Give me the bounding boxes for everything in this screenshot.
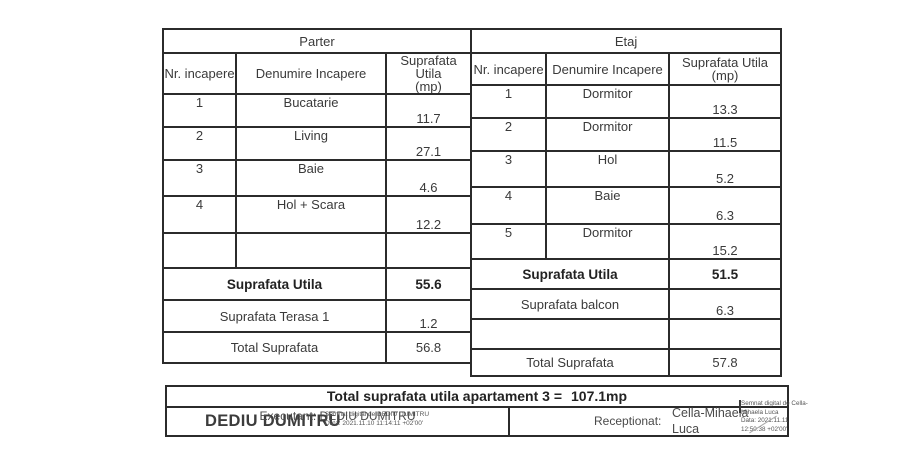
executant-cell: DEDIU DUMITRU Executant: DEDIU DUMITRU S… <box>167 408 510 435</box>
executant-label: Executant: DEDIU DUMITRU <box>259 409 416 423</box>
summary-value: 6.3 <box>667 288 783 320</box>
table-row: 5 Dormitor 15.2 <box>470 223 783 260</box>
table-row: 1 Bucatarie 11.7 <box>162 93 472 128</box>
cell-room-area <box>385 232 472 269</box>
cell-room-area: 13.3 <box>667 84 783 119</box>
parter-title: Parter <box>162 28 472 54</box>
table-row: 3 Baie 4.6 <box>162 159 472 197</box>
column-header-nr: Nr. incapere <box>162 52 237 95</box>
summary-value: 57.8 <box>667 348 783 377</box>
grand-total-label: Total suprafata utila apartament 3 = <box>326 388 563 404</box>
summary-row: Suprafata Utila 55.6 <box>162 267 472 301</box>
executant-digital-stamp-details: Semnat digital de DEDIU DUMITRU Data: 20… <box>325 411 430 427</box>
cell-room-area: 11.5 <box>667 117 783 152</box>
cell-room-area: 27.1 <box>385 126 472 161</box>
summary-label <box>470 318 670 350</box>
cell-room-nr: 3 <box>470 150 547 188</box>
cell-room-name: Baie <box>235 159 387 197</box>
cell-room-area: 4.6 <box>385 159 472 197</box>
cell-room-name: Baie <box>545 186 670 225</box>
summary-value: 51.5 <box>667 258 783 290</box>
table-row: Parter <box>162 28 472 54</box>
table-row: Nr. incapere Denumire Incapere Suprafata… <box>470 52 783 86</box>
cell-room-nr: 2 <box>162 126 237 161</box>
receptionat-label: Receptionat: <box>594 414 662 428</box>
table-row: Nr. incapere Denumire Incapere Suprafata… <box>162 52 472 95</box>
column-header-nr: Nr. incapere <box>470 52 547 86</box>
receptionat-digital-stamp-details: Semnat digital de Cella- Mihaela Luca Da… <box>741 400 808 433</box>
cell-room-area: 12.2 <box>385 195 472 234</box>
cell-room-name: Dormitor <box>545 84 670 119</box>
cell-room-nr: 3 <box>162 159 237 197</box>
summary-row: Suprafata balcon 6.3 <box>470 288 783 320</box>
grand-total-value: 107.1mp <box>571 388 628 404</box>
cell-room-nr: 1 <box>162 93 237 128</box>
summary-value <box>667 318 783 350</box>
column-header-area: Suprafata Utila (mp) <box>385 52 472 95</box>
cell-room-name: Hol + Scara <box>235 195 387 234</box>
table-row: 4 Hol + Scara 12.2 <box>162 195 472 234</box>
cell-room-name: Dormitor <box>545 223 670 260</box>
column-header-name: Denumire Incapere <box>235 52 387 95</box>
table-row: 2 Dormitor 11.5 <box>470 117 783 152</box>
parter-table: Parter Nr. incapere Denumire Incapere Su… <box>162 28 472 364</box>
column-header-area: Suprafata Utila (mp) <box>667 52 783 86</box>
executant-digital-stamp-name: DEDIU DUMITRU <box>205 412 341 430</box>
cell-room-nr: 4 <box>162 195 237 234</box>
cell-room-nr: 5 <box>470 223 547 260</box>
table-row: 4 Baie 6.3 <box>470 186 783 225</box>
table-row: 1 Dormitor 13.3 <box>470 84 783 119</box>
cell-room-nr: 2 <box>470 117 547 152</box>
summary-value: 56.8 <box>385 331 472 364</box>
summary-label: Total Suprafata <box>162 331 387 364</box>
receptionat-name: Cella-Mihaela Luca <box>672 406 749 436</box>
grand-total-row: Total suprafata utila apartament 3 = 107.… <box>167 387 787 408</box>
summary-row: Total Suprafata 57.8 <box>470 348 783 377</box>
cell-room-area: 11.7 <box>385 93 472 128</box>
signature-row: DEDIU DUMITRU Executant: DEDIU DUMITRU S… <box>167 400 808 436</box>
cell-room-area: 6.3 <box>667 186 783 225</box>
cell-room-nr: 4 <box>470 186 547 225</box>
table-row <box>162 232 472 269</box>
summary-row: Suprafata Utila 51.5 <box>470 258 783 290</box>
column-header-name: Denumire Incapere <box>545 52 670 86</box>
stamp-border-mark <box>739 400 741 413</box>
summary-value: 55.6 <box>385 267 472 301</box>
etaj-table: Etaj Nr. incapere Denumire Incapere Supr… <box>469 28 783 377</box>
totals-signatures-box: Total suprafata utila apartament 3 = 107.… <box>165 385 808 437</box>
cell-room-name: Dormitor <box>545 117 670 152</box>
cell-room-name: Bucatarie <box>235 93 387 128</box>
table-row: Etaj <box>469 28 783 54</box>
cell-room-area: 15.2 <box>667 223 783 260</box>
summary-label: Suprafata Utila <box>470 258 670 290</box>
summary-label: Suprafata Terasa 1 <box>162 299 387 333</box>
summary-label: Total Suprafata <box>470 348 670 377</box>
table-row: 3 Hol 5.2 <box>470 150 783 188</box>
cell-room-name <box>235 232 387 269</box>
cell-room-nr <box>162 232 237 269</box>
summary-label: Suprafata Utila <box>162 267 387 301</box>
cell-room-nr: 1 <box>470 84 547 119</box>
summary-value: 1.2 <box>385 299 472 333</box>
etaj-title: Etaj <box>469 28 783 54</box>
summary-row: Suprafata Terasa 1 1.2 <box>162 299 472 333</box>
table-row: 2 Living 27.1 <box>162 126 472 161</box>
cell-room-name: Living <box>235 126 387 161</box>
summary-label: Suprafata balcon <box>470 288 670 320</box>
summary-row: Total Suprafata 56.8 <box>162 331 472 364</box>
cell-room-name: Hol <box>545 150 670 188</box>
cell-room-area: 5.2 <box>667 150 783 188</box>
summary-row <box>470 318 783 350</box>
